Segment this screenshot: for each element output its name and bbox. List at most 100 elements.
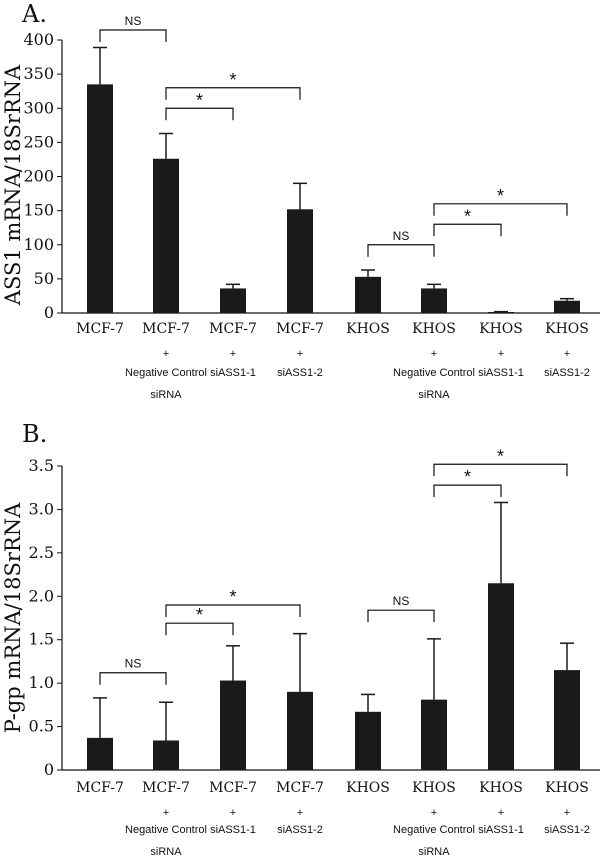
treatment-plus: + (431, 348, 437, 360)
treatment-label: Negative Control (125, 824, 207, 836)
significance-bracket (367, 244, 435, 257)
x-tick-label: MCF-7 (209, 321, 257, 337)
y-axis-label: ASS1 mRNA/18SrRNA (1, 64, 25, 306)
treatment-label-2: siRNA (150, 846, 182, 858)
bar (153, 740, 179, 770)
x-tick-label: MCF-7 (142, 321, 190, 337)
x-tick-label: MCF-7 (209, 780, 257, 796)
significance-ns: NS (393, 594, 410, 608)
y-tick-label: 2.5 (29, 543, 54, 562)
treatment-label: Negative Control (393, 824, 475, 836)
bar (421, 699, 447, 770)
significance-bracket (99, 29, 167, 42)
treatment-label: siASS1-2 (277, 824, 323, 836)
bar (355, 711, 381, 770)
significance-star: * (464, 206, 471, 226)
significance-ns: NS (393, 229, 410, 243)
treatment-label-2: siRNA (150, 389, 182, 401)
significance-star: * (196, 90, 203, 110)
significance-bracket (433, 484, 502, 498)
x-tick-label: MCF-7 (76, 321, 124, 337)
bar (488, 312, 514, 313)
treatment-label: siASS1-2 (544, 824, 590, 836)
significance-star: * (497, 186, 504, 206)
significance-ns: NS (125, 14, 142, 28)
y-tick-label: 3.5 (29, 456, 54, 475)
y-tick-label: 3.0 (29, 499, 54, 518)
x-tick-label: MCF-7 (276, 780, 324, 796)
bar (355, 276, 381, 313)
significance-bracket (433, 203, 568, 216)
y-tick-label: 400 (23, 30, 54, 49)
treatment-label: siASS1-2 (544, 367, 590, 379)
y-tick-label: 0.5 (29, 717, 54, 736)
treatment-plus: + (230, 807, 236, 819)
significance-star: * (229, 70, 236, 90)
treatment-label: siASS1-1 (210, 367, 256, 379)
treatment-label: Negative Control (125, 367, 207, 379)
bar (421, 288, 447, 313)
y-tick-label: 350 (23, 64, 54, 83)
bar (488, 583, 514, 770)
treatment-plus: + (163, 348, 169, 360)
y-tick-label: 300 (23, 98, 54, 117)
y-tick-label: 2.0 (29, 586, 54, 605)
significance-star: * (497, 446, 504, 466)
y-tick-label: 200 (23, 167, 54, 186)
treatment-label: Negative Control (393, 367, 475, 379)
x-tick-label: KHOS (479, 321, 523, 337)
significance-bracket (433, 223, 502, 237)
treatment-plus: + (297, 807, 303, 819)
y-tick-label: 100 (23, 235, 54, 254)
significance-bracket (367, 609, 435, 623)
treatment-plus: + (297, 348, 303, 360)
x-tick-label: KHOS (412, 321, 456, 337)
bar (287, 691, 313, 770)
treatment-label-2: siRNA (418, 389, 450, 401)
treatment-plus: + (431, 807, 437, 819)
significance-bracket (165, 622, 234, 636)
treatment-plus: + (564, 807, 570, 819)
bar (87, 84, 113, 313)
y-tick-label: 250 (23, 132, 54, 151)
y-tick-label: 0 (44, 760, 54, 779)
treatment-plus: + (163, 807, 169, 819)
x-tick-label: MCF-7 (276, 321, 324, 337)
treatment-plus: + (564, 348, 570, 360)
treatment-label-2: siRNA (418, 846, 450, 858)
y-tick-label: 0 (44, 303, 54, 322)
significance-bracket (99, 672, 167, 685)
x-tick-label: KHOS (412, 780, 456, 796)
treatment-label: siASS1-2 (277, 367, 323, 379)
significance-star: * (229, 587, 236, 607)
x-tick-label: KHOS (346, 780, 390, 796)
y-tick-label: 50 (34, 269, 54, 288)
y-tick-label: 1.0 (29, 673, 54, 692)
treatment-label: siASS1-1 (210, 824, 256, 836)
bar (220, 680, 246, 770)
bar (87, 737, 113, 770)
treatment-plus: + (498, 807, 504, 819)
significance-star: * (196, 605, 203, 625)
significance-bracket (165, 604, 301, 617)
bar (554, 670, 580, 770)
bar (153, 158, 179, 313)
bar (287, 209, 313, 313)
panel-label: B. (22, 420, 47, 448)
chart-panel-a: A. ASS1 mRNA/18SrRNA 0 50 100 150 200 250 300 350… (1, 0, 600, 401)
treatment-plus: + (230, 348, 236, 360)
x-tick-label: MCF-7 (76, 780, 124, 796)
panel-label: A. (21, 0, 47, 28)
x-tick-label: MCF-7 (142, 780, 190, 796)
bar (220, 288, 246, 313)
chart-panel-b: B. P-gp mRNA/18SrRNA 0 0.5 1.0 1.5 2.0 2.5 3.0 3.… (1, 420, 600, 858)
y-tick-label: 150 (23, 201, 54, 220)
x-tick-label: KHOS (479, 780, 523, 796)
significance-bracket (165, 107, 234, 121)
significance-star: * (464, 467, 471, 487)
treatment-label: siASS1-1 (478, 367, 524, 379)
significance-bracket (165, 87, 301, 100)
x-tick-label: KHOS (545, 321, 589, 337)
y-axis-label: P-gp mRNA/18SrRNA (1, 502, 25, 733)
